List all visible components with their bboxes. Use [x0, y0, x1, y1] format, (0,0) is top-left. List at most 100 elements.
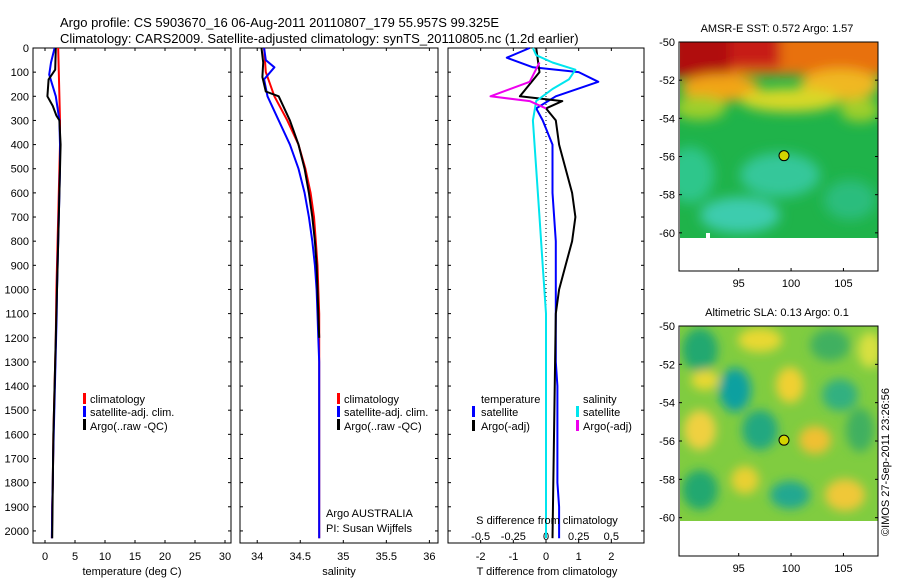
map-y-tick-label: -54: [659, 398, 675, 410]
sst-map-nodata-speck: [706, 233, 710, 238]
legend-label-climatology: climatology: [344, 394, 400, 406]
salinity-x-label: salinity: [322, 566, 356, 578]
sst-map-title: AMSR-E SST: 0.572 Argo: 1.57: [701, 23, 854, 35]
series-line-argo-raw-qc-: [260, 47, 321, 338]
x-tick-label: 0: [543, 551, 549, 563]
temperature-x-label: temperature (deg C): [82, 566, 181, 578]
legend-label-satellite: satellite-adj. clim.: [344, 407, 428, 419]
y-tick-label: 1600: [5, 429, 29, 441]
x-tick-label: 0: [42, 551, 48, 563]
figure-title-line1: Argo profile: CS 5903670_16 06-Aug-2011 …: [60, 15, 499, 30]
temperature-axes: [32, 47, 232, 544]
x-tick-label: 15: [129, 551, 141, 563]
sla-map-nodata: [680, 521, 878, 556]
series-line-temperature-satellite: [505, 47, 600, 539]
y-tick-label: 1700: [5, 453, 29, 465]
x-tick-label: 35: [337, 551, 349, 563]
legend-label-argo: Argo(..raw -QC): [90, 421, 168, 433]
map-x-tick-label: 105: [834, 278, 852, 290]
legend-swatch-satellite: [337, 406, 340, 417]
x-tick-label: 35.5: [376, 551, 397, 563]
sst-map-field: [680, 42, 878, 238]
temperature-panel: 0 5 10 15 20 25 30: [33, 47, 231, 563]
sla-map-ticks: -50 -52 -54 -56 -58 -60 95 100 105: [659, 321, 878, 575]
map-x-tick-label: 100: [782, 278, 800, 290]
legend-swatch-argo: [83, 419, 86, 430]
s-tick-label: 0.5: [604, 531, 619, 543]
difference-panel: -2 -1 0 1 2-0.5 -0.25 0 0.25 0.5: [448, 47, 644, 563]
s-tick-label: 0.25: [568, 531, 589, 543]
x-tick-label: 34.5: [290, 551, 311, 563]
map-y-tick-label: -60: [659, 228, 675, 240]
legend-label-satellite: satellite-adj. clim.: [90, 407, 174, 419]
y-tick-label: 0: [23, 43, 29, 55]
map-x-tick-label: 100: [782, 563, 800, 575]
y-tick-label: 900: [11, 260, 29, 272]
y-tick-label: 1500: [5, 405, 29, 417]
x-tick-label: 36: [423, 551, 435, 563]
legend-swatch-t-satellite: [472, 406, 475, 417]
legend-swatch-climatology: [83, 393, 86, 404]
map-y-tick-label: -52: [659, 359, 675, 371]
legend-swatch-t-argo: [472, 420, 475, 431]
map-y-tick-label: -56: [659, 152, 675, 164]
map-x-tick-label: 95: [733, 563, 745, 575]
sst-argo-marker: [778, 150, 790, 162]
map-y-tick-label: -52: [659, 75, 675, 87]
legend-label-argo: Argo(..raw -QC): [344, 421, 422, 433]
difference-legend: temperature salinity satellite Argo(-adj…: [472, 394, 632, 433]
temperature-legend: climatology satellite-adj. clim. Argo(..…: [83, 393, 174, 433]
map-y-tick-label: -50: [659, 321, 675, 333]
pi-label: PI: Susan Wijffels: [326, 523, 412, 535]
legend-swatch-s-satellite: [576, 406, 579, 417]
argo-australia-label: Argo AUSTRALIA: [326, 508, 413, 520]
y-tick-label: 1100: [5, 309, 29, 321]
series-line-satellite-adj-clim-: [263, 47, 321, 539]
x-tick-label: 20: [159, 551, 171, 563]
map-x-tick-label: 105: [834, 563, 852, 575]
s-tick-label: -0.25: [501, 531, 526, 543]
y-tick-label: 1900: [5, 502, 29, 514]
legend-swatch-climatology: [337, 393, 340, 404]
x-tick-label: 1: [576, 551, 582, 563]
legend-label-climatology: climatology: [90, 394, 146, 406]
series-line-temperature-argo-adj-: [518, 47, 577, 539]
x-tick-label: 2: [608, 551, 614, 563]
y-tick-label: 500: [11, 164, 29, 176]
salinity-legend: climatology satellite-adj. clim. Argo(..…: [337, 393, 428, 433]
y-tick-label: 1200: [5, 333, 29, 345]
map-y-tick-label: -60: [659, 513, 675, 525]
series-line-salinity-argo-adj-: [489, 62, 547, 110]
y-tick-label: 2000: [5, 526, 29, 538]
y-tick-label: 1800: [5, 478, 29, 490]
t-difference-x-label: T difference from climatology: [477, 566, 618, 578]
map-x-tick-label: 95: [733, 278, 745, 290]
sst-map-nodata: [680, 238, 878, 271]
x-tick-label: -2: [476, 551, 486, 563]
y-tick-label: 1400: [5, 381, 29, 393]
sst-map-ticks: -50 -52 -54 -56 -58 -60 95 100 105: [659, 37, 878, 290]
map-y-tick-label: -54: [659, 113, 675, 125]
y-tick-label: 400: [11, 140, 29, 152]
x-tick-label: -1: [508, 551, 518, 563]
series-line-salinity-satellite: [531, 47, 577, 539]
s-tick-label: -0.5: [471, 531, 490, 543]
sla-map-title: Altimetric SLA: 0.13 Argo: 0.1: [705, 307, 849, 319]
figure-title-line2: Climatology: CARS2009. Satellite-adjuste…: [60, 31, 579, 46]
series-line-satellite-adj-clim-: [48, 47, 61, 539]
salinity-axes: [239, 47, 439, 544]
y-tick-label: 1000: [5, 284, 29, 296]
legend-label-t-satellite: satellite: [481, 407, 518, 419]
depth-tick-labels: 0 100 200 300 400 500 600 700 800 900 1000 1100 1200…: [5, 43, 29, 538]
x-tick-label: 34: [251, 551, 263, 563]
x-tick-label: 25: [189, 551, 201, 563]
y-tick-label: 100: [11, 67, 29, 79]
legend-swatch-s-argo: [576, 420, 579, 431]
map-y-tick-label: -56: [659, 436, 675, 448]
map-y-tick-label: -58: [659, 474, 675, 486]
x-tick-label: 5: [72, 551, 78, 563]
salinity-panel: 34 34.5 35 35.5 36: [240, 47, 438, 563]
legend-label-t-argo: Argo(-adj): [481, 421, 530, 433]
legend-title-salinity: salinity: [583, 394, 617, 406]
credit-label: ©IMOS 27-Sep-2011 23:26:56: [880, 388, 892, 536]
